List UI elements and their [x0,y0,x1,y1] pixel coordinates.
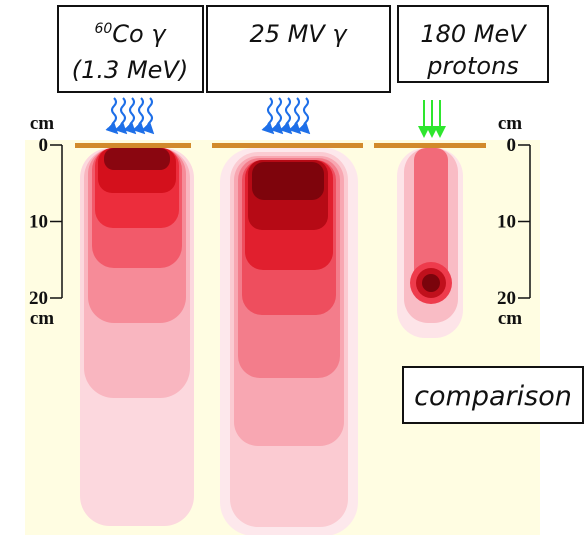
tick-label: 20 [497,288,516,309]
tick-label: 10 [29,212,48,233]
axis-unit: cm [498,308,522,329]
dose-cobalt [80,148,194,526]
dose-protons [397,148,463,338]
label-box [207,6,390,92]
tick-label: 0 [507,135,517,156]
panel-label: protons [426,52,519,80]
note: comparison [414,381,572,412]
dose-25mv [220,148,358,535]
tick-label: 0 [39,135,49,156]
photon-arrows [112,98,308,130]
panel-label: 180 MeV [420,20,527,48]
axis-unit: cm [30,113,54,134]
panel-label: (1.3 MeV) [72,56,188,84]
tick-label: 10 [497,212,516,233]
surface [75,143,191,148]
diagram: 60Co γ (1.3 MeV) 25 MV γ 180 MeV protons… [0,0,587,535]
axis-unit: cm [498,113,522,134]
proton-arrows [424,100,440,132]
surface [212,143,363,148]
surface [374,143,486,148]
tick-label: 20 [29,288,48,309]
panel-label: 25 MV γ [249,20,348,48]
axis-unit: cm [30,308,54,329]
